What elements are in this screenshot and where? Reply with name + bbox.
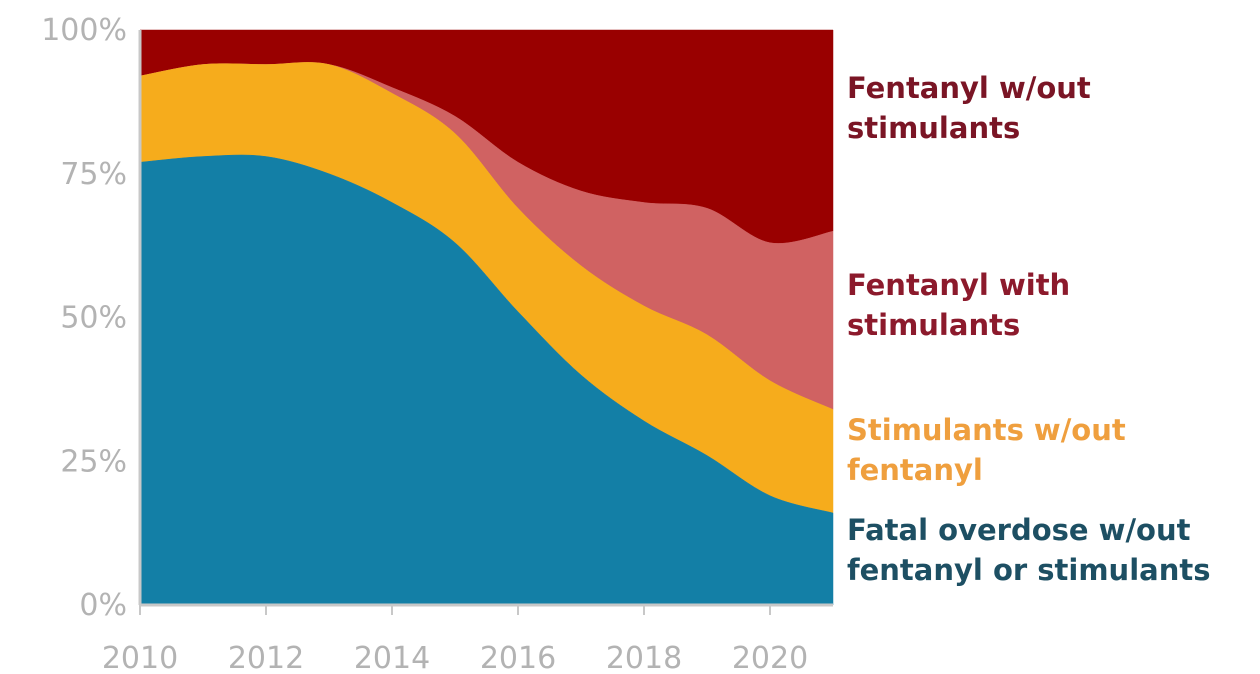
y-tick-label: 100% <box>41 13 127 48</box>
series-areas <box>139 29 834 606</box>
x-tick-label: 2018 <box>606 641 682 674</box>
series-label-stimulants-w-out-fentanyl: Stimulants w/out <box>847 413 1126 447</box>
series-label-fentanyl-w-out-stimulants: Fentanyl w/out <box>847 71 1091 105</box>
series-labels: Fatal overdose w/out fentanyl or stimulan… <box>847 71 1210 587</box>
series-label-fatal-overdose-w-out-fentanyl-or-stimulants: Fatal overdose w/out <box>847 513 1191 547</box>
series-label-stimulants-w-out-fentanyl: fentanyl <box>847 453 983 487</box>
x-tick-label: 2016 <box>480 641 556 674</box>
x-tick-label: 2014 <box>354 641 430 674</box>
y-tick-label: 0% <box>79 588 127 623</box>
y-tick-label: 50% <box>60 301 127 336</box>
y-tick-label: 75% <box>60 157 127 192</box>
x-axis-ticks: 2010 2012 2014 2016 2018 2020 <box>102 605 808 674</box>
x-tick-label: 2020 <box>732 641 808 674</box>
series-label-fatal-overdose-w-out-fentanyl-or-stimulants: fentanyl or stimulants <box>847 553 1210 587</box>
y-tick-label: 25% <box>60 444 127 479</box>
series-label-fentanyl-with-stimulants: Fentanyl with <box>847 268 1070 302</box>
chart-axes <box>138 30 833 607</box>
y-axis-ticks: 0% 25% 50% 75% 100% <box>41 13 127 623</box>
x-tick-label: 2010 <box>102 641 178 674</box>
series-label-fentanyl-w-out-stimulants: stimulants <box>847 111 1020 145</box>
x-tick-label: 2012 <box>228 641 304 674</box>
area-fatal-overdose-w-out-fentanyl-or-stimulants <box>139 154 834 606</box>
series-label-fentanyl-with-stimulants: stimulants <box>847 308 1020 342</box>
